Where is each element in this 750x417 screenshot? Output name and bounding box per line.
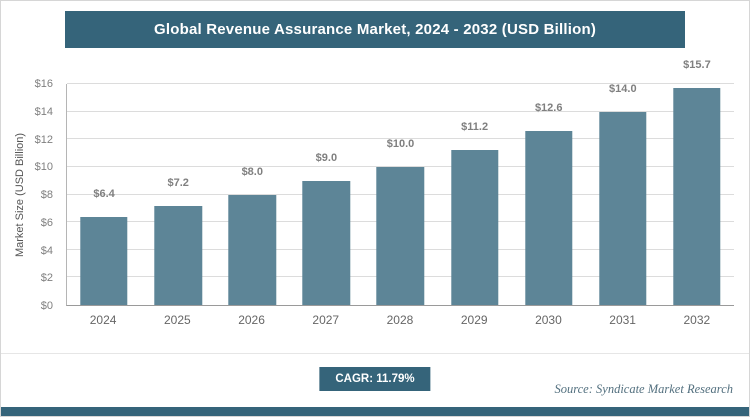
x-tick-label-2026: 2026 (238, 313, 265, 327)
x-tick-label-2032: 2032 (683, 313, 711, 327)
chart-title-bar: Global Revenue Assurance Market, 2024 - … (65, 11, 685, 48)
bar-2031 (599, 111, 647, 305)
bar-value-label: $11.2 (461, 121, 489, 134)
bar-value-label: $14.0 (609, 82, 637, 95)
bar-2032 (673, 88, 721, 305)
bar-2029 (450, 150, 499, 305)
chart-title: Global Revenue Assurance Market, 2024 - … (153, 21, 597, 38)
bar-column-2031: $14.0 (586, 83, 660, 305)
x-axis-labels: 2024 2025 2026 2027 2028 2029 2030 2031 2032 (66, 313, 734, 327)
bar-column-2027: $9.0 (289, 84, 363, 305)
gridline (67, 138, 734, 140)
bar-2028 (376, 166, 425, 305)
bar-column-2026: $8.0 (215, 84, 289, 305)
x-tick-label-2030: 2030 (535, 313, 562, 327)
x-tick-label-2025: 2025 (163, 313, 191, 327)
bar-column-2025: $7.2 (141, 84, 215, 305)
gridline (67, 165, 734, 167)
y-tick-label: $4 (40, 244, 53, 257)
x-tick-label-2027: 2027 (312, 313, 340, 327)
y-tick-label: $0 (40, 300, 53, 312)
y-tick-label: $10 (34, 161, 53, 174)
bar-value-label: $15.7 (683, 59, 711, 72)
bar-2026 (228, 194, 276, 305)
plot-area: $6.4 $7.2 $8.0 $9.0 $10.0 $11.2 $12.6 $14.0 $15.… (66, 59, 734, 306)
bar-column-2024: $6.4 (67, 84, 141, 305)
bar-2027 (302, 180, 351, 305)
y-tick-label: $12 (34, 133, 53, 146)
cagr-badge: CAGR: 11.79% (319, 367, 431, 391)
bar-2025 (154, 205, 202, 305)
y-tick-label: $8 (40, 189, 53, 201)
bottom-accent-bar (1, 407, 749, 416)
y-tick-label: $6 (40, 216, 53, 229)
y-tick-label: $2 (40, 272, 53, 285)
bar-value-label: $6.4 (93, 187, 115, 200)
footer-divider (1, 353, 749, 354)
bar-column-2028: $10.0 (363, 84, 437, 305)
bar-column-2029: $11.2 (438, 84, 512, 305)
bar-value-label: $9.0 (315, 151, 338, 164)
gridline (67, 83, 734, 84)
y-tick-label: $14 (34, 105, 53, 118)
x-tick-label-2024: 2024 (89, 313, 117, 327)
y-axis-ticks: $0 $2 $4 $6 $8 $10 $12 $14 $16 (11, 78, 61, 312)
bar-column-2032: $15.7 (660, 59, 734, 305)
y-tick-label: $16 (34, 78, 53, 90)
gridline (67, 110, 734, 112)
x-tick-label-2029: 2029 (460, 313, 488, 327)
bar-value-label: $7.2 (167, 176, 189, 189)
bar-column-2030: $12.6 (512, 84, 586, 305)
bar-2030 (524, 130, 573, 305)
bar-value-label: $8.0 (241, 165, 263, 178)
bar-value-label: $10.0 (386, 137, 415, 150)
x-tick-label-2031: 2031 (609, 313, 636, 327)
x-tick-label-2028: 2028 (386, 313, 414, 327)
source-text: Source: Syndicate Market Research (554, 382, 733, 396)
bar-2024 (80, 216, 128, 305)
bar-value-label: $12.6 (534, 101, 563, 114)
